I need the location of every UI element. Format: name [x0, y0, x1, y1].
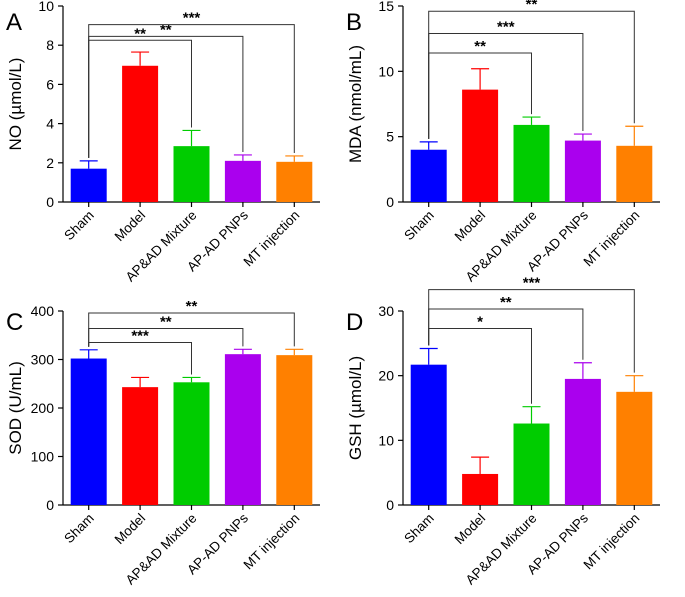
- x-tick-label: Model: [112, 511, 149, 548]
- bar-4: [616, 391, 653, 505]
- significance-bracket: [428, 10, 635, 139]
- panel-letter: D: [346, 309, 363, 336]
- bar-1: [462, 89, 499, 202]
- bar-0: [410, 149, 447, 202]
- y-tick-label: 8: [46, 37, 54, 53]
- y-axis-label: MDA (nmol/mL): [346, 45, 365, 163]
- bar-0: [410, 364, 447, 505]
- y-tick-label: 10: [378, 63, 394, 79]
- x-tick-label: Sham: [401, 208, 437, 244]
- x-tick-label: MT injection: [581, 208, 643, 270]
- y-tick-label: 10: [38, 0, 54, 14]
- y-tick-label: 0: [46, 497, 54, 513]
- bar-2: [173, 146, 210, 202]
- significance-label: **: [500, 294, 512, 311]
- y-tick-label: 0: [386, 194, 394, 210]
- bar-1: [122, 387, 159, 505]
- panel-letter: A: [6, 9, 22, 36]
- x-tick-label: MT injection: [241, 511, 303, 573]
- x-tick-label: Sham: [61, 208, 97, 244]
- bar-3: [564, 140, 601, 202]
- bar-3: [224, 160, 261, 202]
- significance-label: **: [474, 38, 486, 55]
- y-tick-label: 100: [31, 449, 55, 465]
- y-tick-label: 400: [31, 303, 55, 319]
- bar-3: [564, 378, 601, 505]
- significance-bracket: [88, 24, 295, 158]
- significance-bracket: [428, 32, 584, 139]
- y-tick-label: 15: [378, 0, 394, 14]
- y-axis-label: NO (µmol/L): [6, 58, 25, 151]
- significance-bracket: [88, 312, 295, 347]
- x-tick-label: Model: [452, 208, 489, 245]
- significance-label: *: [477, 313, 483, 330]
- y-tick-label: 5: [386, 129, 394, 145]
- bar-4: [276, 161, 313, 202]
- significance-label: ***: [523, 275, 541, 292]
- significance-label: **: [160, 21, 172, 38]
- x-tick-label: MT injection: [241, 208, 303, 270]
- significance-bracket: [88, 35, 244, 158]
- bar-2: [173, 382, 210, 505]
- bar-1: [122, 65, 159, 202]
- panel-letter: B: [346, 9, 362, 36]
- significance-label: **: [134, 25, 146, 42]
- bar-2: [513, 124, 550, 202]
- y-tick-label: 4: [46, 116, 54, 132]
- x-tick-label: Model: [452, 511, 489, 548]
- bar-4: [276, 355, 313, 505]
- significance-label: **: [186, 298, 198, 315]
- y-tick-label: 0: [46, 194, 54, 210]
- y-tick-label: 0: [386, 497, 394, 513]
- x-tick-label: MT injection: [581, 511, 643, 573]
- y-tick-label: 6: [46, 76, 54, 92]
- y-tick-label: 300: [31, 352, 55, 368]
- y-tick-label: 2: [46, 155, 54, 171]
- significance-label: **: [526, 0, 538, 13]
- significance-bracket: [428, 308, 584, 360]
- bar-2: [513, 423, 550, 505]
- y-axis-label: GSH (µmol/L): [346, 356, 365, 460]
- bar-0: [70, 168, 107, 202]
- significance-bracket: [88, 327, 244, 347]
- bar-3: [224, 354, 261, 505]
- panel-letter: C: [6, 309, 23, 336]
- x-tick-label: Sham: [401, 511, 437, 547]
- significance-label: ***: [131, 328, 149, 345]
- bar-0: [70, 358, 107, 505]
- bar-4: [616, 145, 653, 202]
- x-tick-label: Model: [112, 208, 149, 245]
- significance-bracket: [428, 289, 635, 373]
- significance-label: ***: [183, 10, 201, 27]
- y-tick-label: 30: [378, 303, 394, 319]
- bar-1: [462, 473, 499, 505]
- y-axis-label: SOD (U/mL): [6, 361, 25, 455]
- y-tick-label: 200: [31, 400, 55, 416]
- x-tick-label: Sham: [61, 511, 97, 547]
- significance-label: ***: [497, 18, 515, 35]
- significance-label: **: [160, 313, 172, 330]
- y-tick-label: 20: [378, 368, 394, 384]
- y-tick-label: 10: [378, 432, 394, 448]
